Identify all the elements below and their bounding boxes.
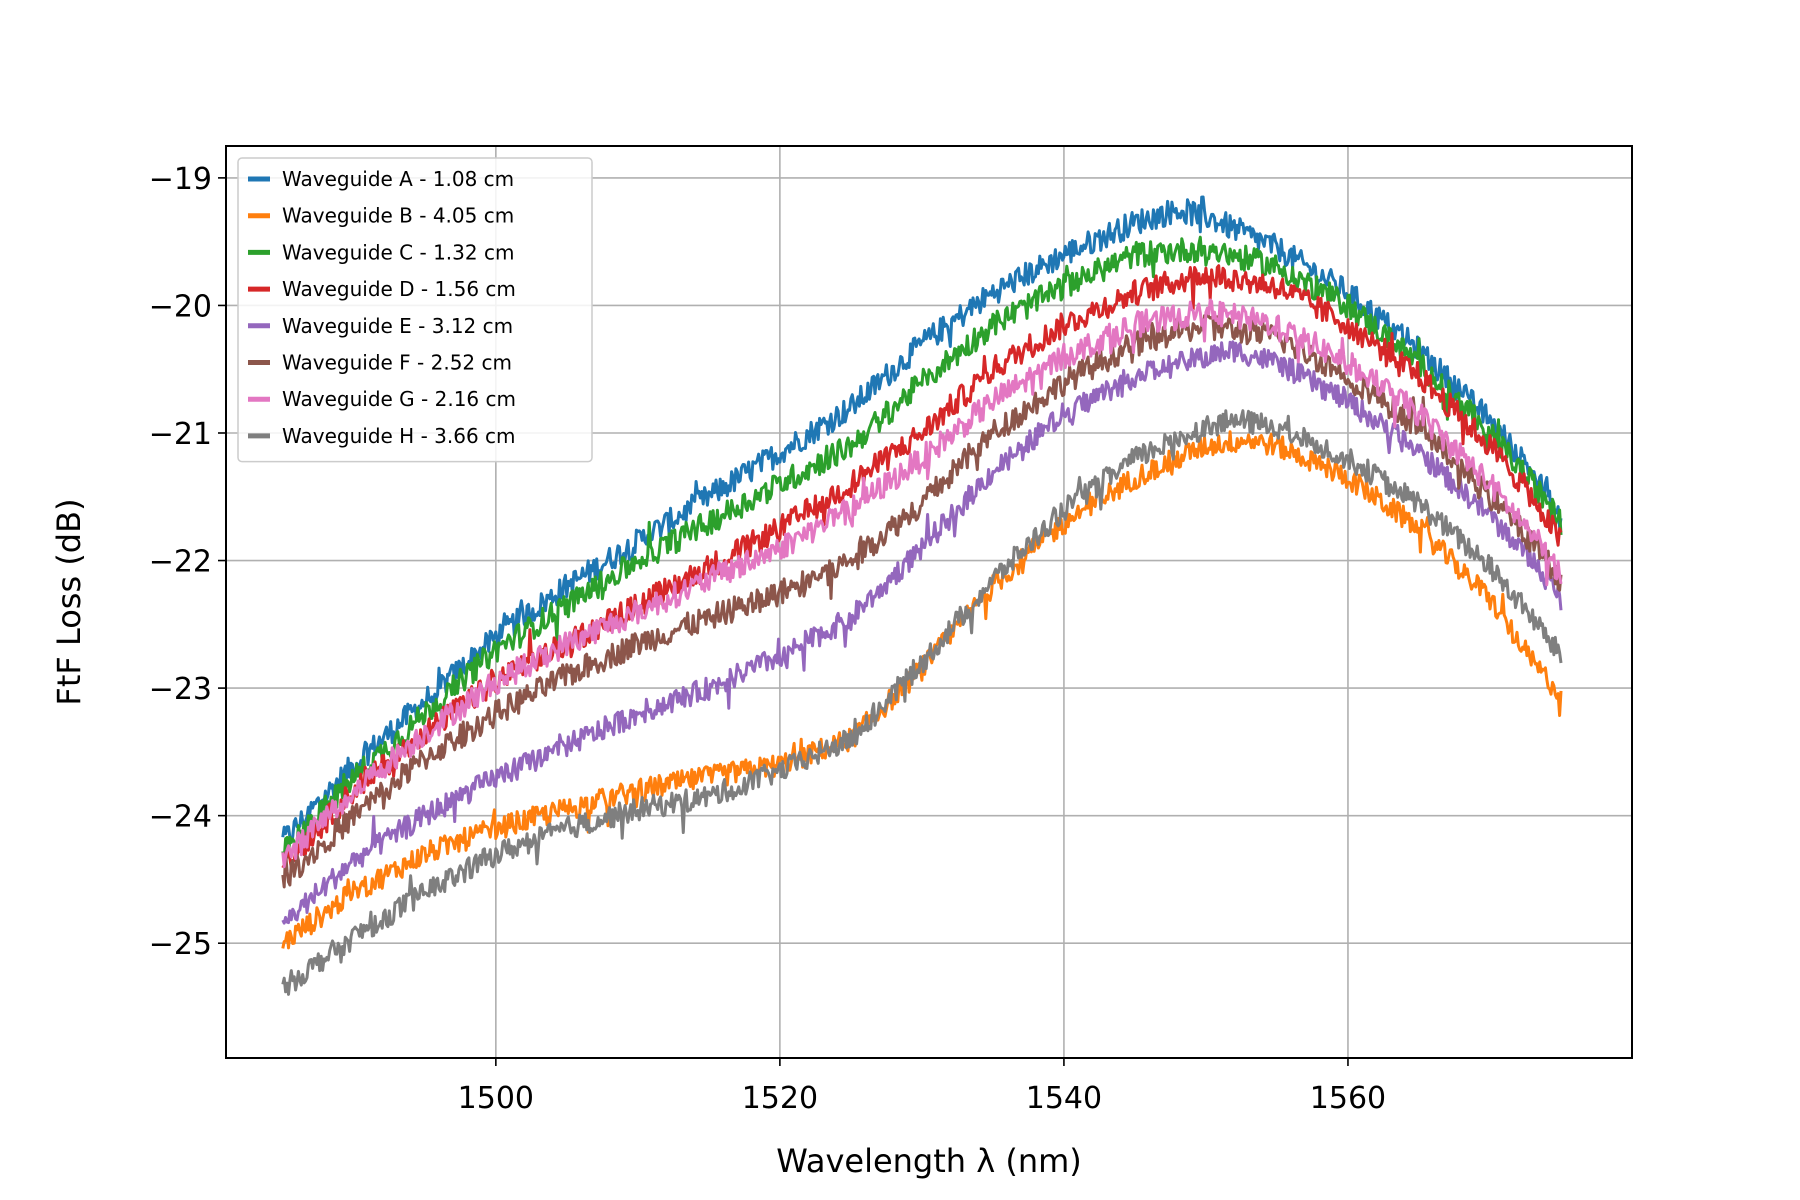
legend-label: Waveguide F - 2.52 cm [282, 351, 512, 375]
series-layer [281, 195, 1563, 996]
series-line-h [281, 409, 1563, 996]
x-tick-label: 1500 [458, 1081, 534, 1116]
legend: Waveguide A - 1.08 cm Waveguide B - 4.05 … [237, 157, 593, 463]
legend-label: Waveguide D - 1.56 cm [282, 277, 516, 301]
x-axis-label: Wavelength λ (nm) [776, 1142, 1082, 1180]
y-tick-label: −19 [149, 162, 212, 197]
plot-frame [225, 145, 1633, 1059]
ticks: 1500 1520 1540 1560 −19 −20 −21 −22 −23 −24 −25 [149, 162, 1386, 1116]
y-tick-label: −24 [149, 800, 212, 835]
y-axis-label: FtF Loss (dB) [50, 498, 88, 705]
legend-label: Waveguide B - 4.05 cm [282, 204, 514, 228]
x-tick-label: 1520 [742, 1081, 818, 1116]
legend-label: Waveguide A - 1.08 cm [282, 167, 514, 191]
legend-label: Waveguide H - 3.66 cm [282, 424, 516, 448]
series-line-g [281, 298, 1563, 869]
y-tick-label: −22 [149, 545, 212, 580]
legend-label: Waveguide C - 1.32 cm [282, 240, 514, 264]
x-tick-label: 1540 [1026, 1081, 1102, 1116]
legend-box [237, 157, 593, 463]
y-tick-label: −21 [149, 417, 212, 452]
legend-label: Waveguide E - 3.12 cm [282, 314, 513, 338]
y-tick-label: −20 [149, 289, 212, 324]
grid [226, 146, 1632, 1058]
series-line-c [281, 235, 1563, 861]
legend-label: Waveguide G - 2.16 cm [282, 387, 516, 411]
series-line-f [281, 310, 1563, 889]
y-tick-label: −25 [149, 927, 212, 962]
series-line-b [281, 430, 1563, 950]
y-tick-label: −23 [149, 672, 212, 707]
x-tick-label: 1560 [1310, 1081, 1386, 1116]
series-line-e [281, 340, 1563, 925]
